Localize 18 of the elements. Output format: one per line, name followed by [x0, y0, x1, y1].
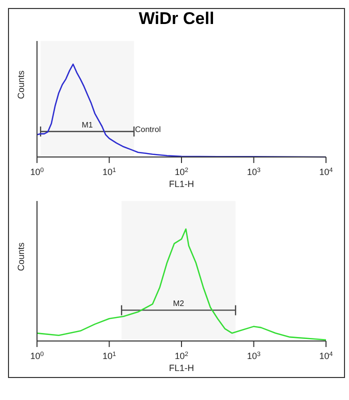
x-tick-label: 10$^{3}$: [246, 350, 261, 361]
x-tick-label: 10$^{2}$: [174, 166, 189, 177]
x-tick-label: 10$^{3}$: [246, 166, 261, 177]
x-axis-title: FL1-H: [168, 363, 194, 373]
x-tick-label: 10$^{2}$: [174, 350, 189, 361]
band-label: M2: [172, 299, 185, 308]
band-label: M1: [82, 120, 94, 130]
chart-title: WiDr Cell: [138, 9, 216, 30]
y-axis-title: Counts: [16, 242, 26, 271]
y-axis-title: Counts: [16, 70, 26, 99]
annotation: Control: [135, 125, 161, 134]
x-tick-label: 10$^{0}$: [30, 350, 44, 361]
x-tick-label: 10$^{1}$: [102, 350, 116, 361]
x-tick-label: 10$^{1}$: [102, 166, 116, 177]
x-axis-title: FL1-H: [168, 179, 194, 189]
x-tick-label: 10$^{4}$: [319, 166, 334, 177]
x-tick-label: 10$^{4}$: [319, 350, 334, 361]
x-tick-label: 10$^{0}$: [30, 166, 44, 177]
